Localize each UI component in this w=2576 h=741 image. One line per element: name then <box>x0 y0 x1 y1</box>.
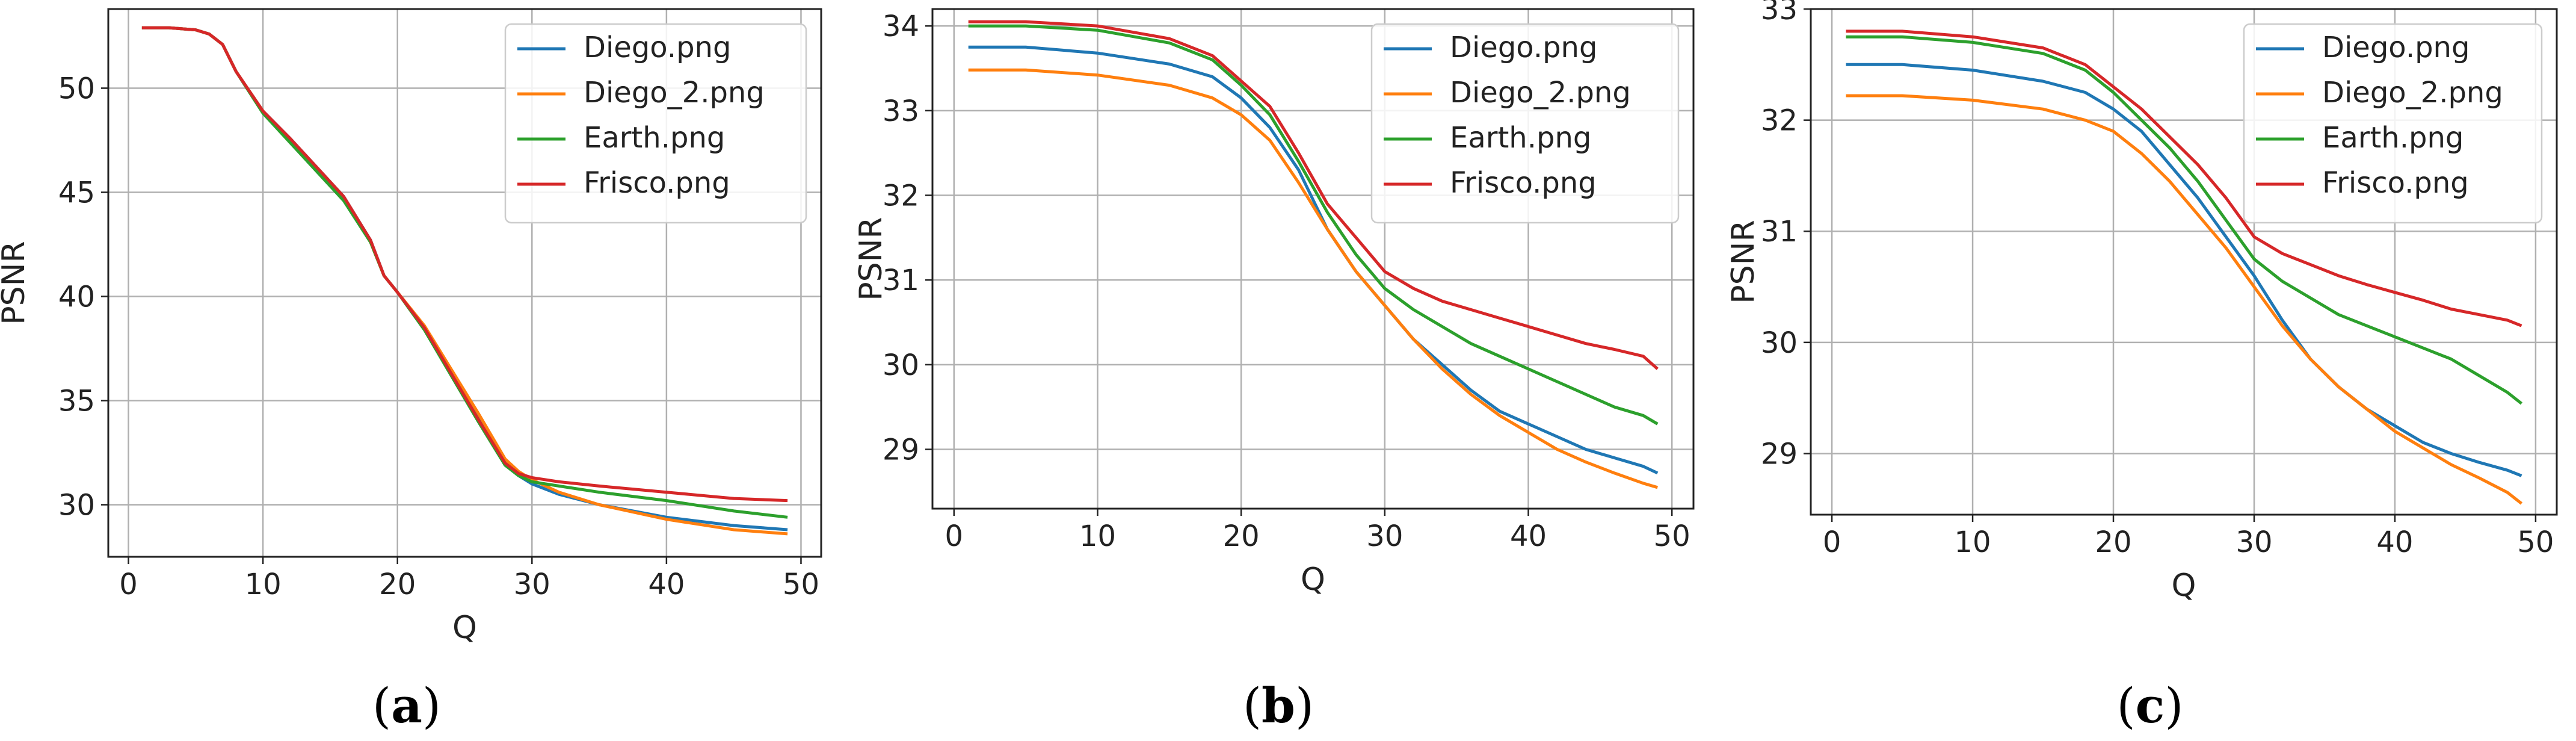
chart-b-legend-label-3: Frisco.png <box>1450 166 1597 200</box>
chart-c-xtick-label: 20 <box>2095 526 2131 559</box>
chart-c: 0 10 20 30 40 50 29 30 31 32 33 Q PSNR Diego.png Diego… <box>1725 0 2558 604</box>
chart-b-ytick-label: 32 <box>883 179 919 212</box>
chart-a-legend-label-1: Diego_2.png <box>584 76 765 110</box>
chart-c-ytick-label: 30 <box>1761 326 1798 360</box>
chart-a-legend-label-2: Earth.png <box>584 121 725 155</box>
chart-a-xtick-label: 10 <box>245 568 282 601</box>
caption-a: (a) <box>372 677 442 734</box>
chart-c-legend-label-0: Diego.png <box>2322 31 2470 64</box>
chart-b-ytick-label: 30 <box>883 349 919 382</box>
chart-b-series-line-1 <box>968 68 1659 489</box>
chart-c-plot-frame <box>1810 8 2558 516</box>
chart-b-legend-label-2: Earth.png <box>1450 121 1591 155</box>
chart-a-xtick-label: 30 <box>514 568 550 601</box>
chart-a-x-axis-label: Q <box>452 610 477 646</box>
chart-c-series-line-3 <box>1846 29 2522 327</box>
chart-a-plot-frame <box>107 8 822 558</box>
chart-a-legend-label-3: Frisco.png <box>584 166 730 200</box>
chart-b-ytick-label: 29 <box>883 433 919 467</box>
chart-b-xtick-label: 30 <box>1366 519 1403 553</box>
chart-b-legend-label-0: Diego.png <box>1450 31 1597 64</box>
chart-a-ytick-label: 30 <box>58 488 95 522</box>
chart-c-xtick-label: 50 <box>2517 526 2554 559</box>
chart-c-ytick-label: 32 <box>1761 104 1798 138</box>
chart-b-legend-box <box>1370 23 1680 224</box>
chart-a-y-axis-label: PSNR <box>0 241 32 324</box>
chart-a-xtick-label: 40 <box>648 568 685 601</box>
caption-c: (c) <box>2116 677 2184 734</box>
chart-a-series-line-3 <box>141 26 788 503</box>
chart-a-ytick-label: 50 <box>58 72 95 105</box>
chart-c-y-axis-label: PSNR <box>1725 220 1761 303</box>
chart-b-series-line-3 <box>968 20 1659 370</box>
chart-b-x-axis-label: Q <box>1301 562 1325 598</box>
chart-b-xtick-label: 10 <box>1079 519 1116 553</box>
chart-a-xtick-label: 50 <box>783 568 819 601</box>
chart-a-xtick-label: 20 <box>379 568 416 601</box>
chart-b-plot-frame <box>931 8 1695 510</box>
chart-c-xtick-label: 30 <box>2236 526 2272 559</box>
chart-b-legend-label-1: Diego_2.png <box>1450 76 1631 110</box>
chart-b-xtick-label: 0 <box>945 519 964 553</box>
chart-b-xtick-label: 20 <box>1223 519 1260 553</box>
chart-a-ytick-label: 35 <box>58 384 95 418</box>
chart-b-y-axis-label: PSNR <box>853 217 889 300</box>
chart-b-ytick-label: 34 <box>883 10 919 43</box>
chart-c-legend-label-3: Frisco.png <box>2322 166 2469 200</box>
caption-a-letter: a <box>391 677 422 734</box>
chart-a-legend-box <box>504 23 807 224</box>
chart-b-series-line-2 <box>968 24 1659 426</box>
chart-c-legend-label-2: Earth.png <box>2322 121 2464 155</box>
chart-c-xtick-label: 10 <box>1955 526 1991 559</box>
chart-a: 0 10 20 30 40 50 30 35 40 45 50 Q PSNR Diego.png Diego… <box>0 8 822 646</box>
chart-c-series-line-1 <box>1846 94 2523 505</box>
chart-c-ytick-label: 29 <box>1761 437 1798 471</box>
caption-b-letter: b <box>1262 677 1295 734</box>
chart-a-legend-label-0: Diego.png <box>584 31 731 64</box>
chart-c-series-line-0 <box>1846 63 2522 477</box>
chart-b: 0 10 20 30 40 50 29 30 31 32 33 34 Q PSNR Diego.png Die… <box>853 8 1695 598</box>
chart-b-ytick-label: 33 <box>883 95 919 128</box>
chart-c-legend-box <box>2243 23 2543 224</box>
chart-c-xtick-label: 0 <box>1823 526 1841 559</box>
chart-c-legend-label-1: Diego_2.png <box>2322 76 2503 110</box>
chart-c-ytick-label: 31 <box>1761 215 1798 249</box>
chart-c-x-axis-label: Q <box>2172 568 2196 604</box>
chart-b-xtick-label: 40 <box>1510 519 1547 553</box>
chart-a-ytick-label: 40 <box>58 280 95 314</box>
chart-a-ytick-label: 45 <box>58 176 95 209</box>
caption-b: (b) <box>1242 677 1314 734</box>
chart-c-series-line-2 <box>1846 35 2523 405</box>
caption-c-letter: c <box>2135 677 2165 734</box>
chart-c-xtick-label: 40 <box>2376 526 2413 559</box>
chart-a-xtick-label: 0 <box>119 568 138 601</box>
chart-b-xtick-label: 50 <box>1654 519 1690 553</box>
chart-b-ytick-label: 31 <box>883 264 919 297</box>
chart-c-ytick-label: 33 <box>1761 0 1798 26</box>
